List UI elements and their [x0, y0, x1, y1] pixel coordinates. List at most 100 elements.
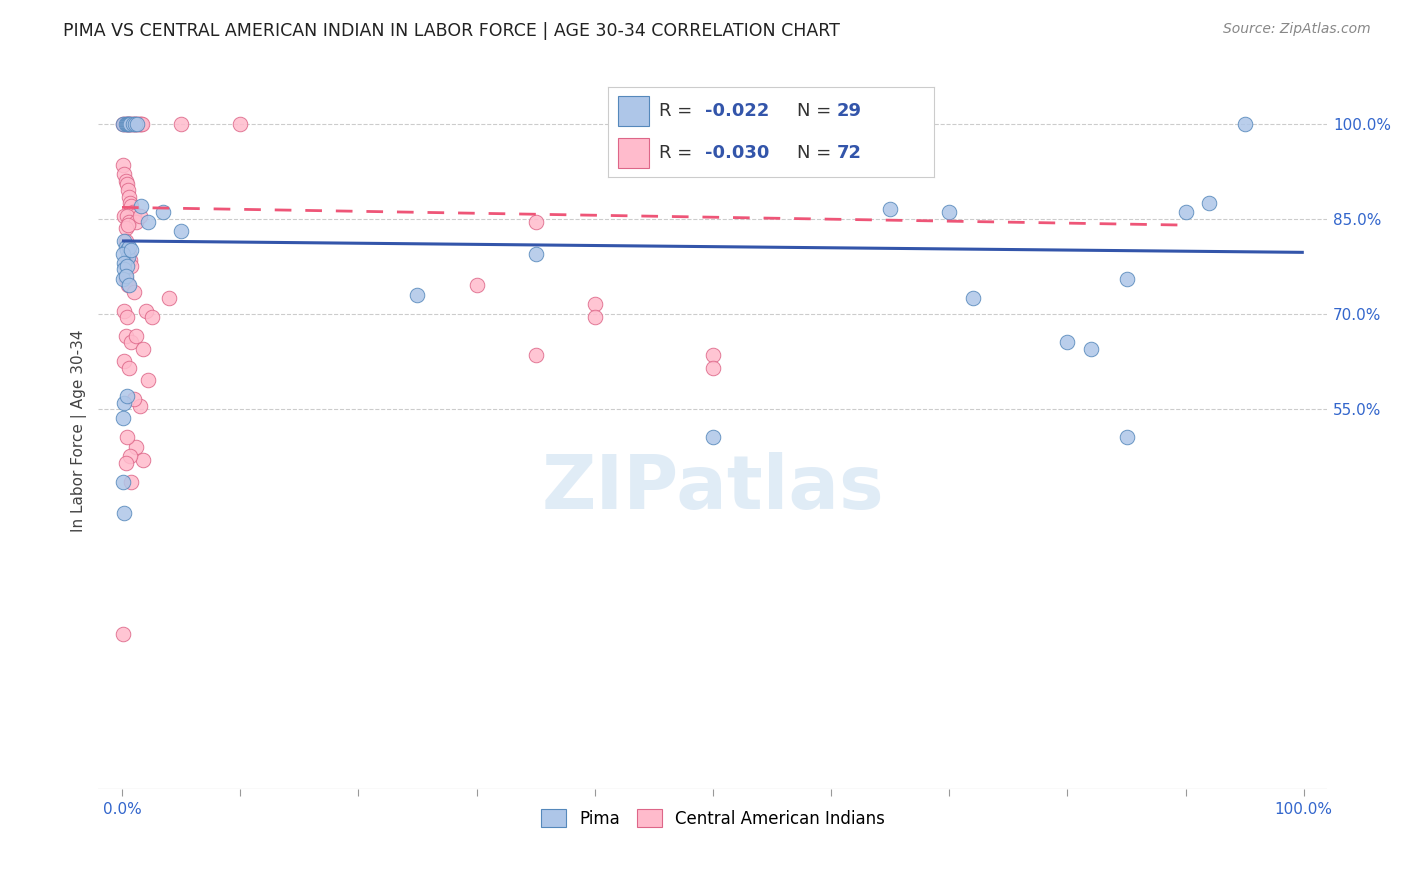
Point	[135, 303, 157, 318]
Point	[120, 199, 142, 213]
Point	[136, 373, 159, 387]
Point	[114, 117, 136, 131]
Point	[114, 272, 136, 286]
Point	[112, 354, 135, 368]
Point	[124, 117, 146, 131]
Point	[170, 117, 193, 131]
Point	[820, 117, 842, 131]
Point	[406, 288, 429, 302]
Point	[127, 117, 149, 131]
Point	[127, 117, 149, 131]
Point	[129, 117, 152, 131]
Point	[112, 262, 135, 277]
Point	[120, 260, 142, 274]
Point	[112, 475, 135, 489]
Point	[1174, 205, 1197, 219]
Point	[112, 627, 135, 641]
Point	[114, 268, 136, 283]
Text: Source: ZipAtlas.com: Source: ZipAtlas.com	[1223, 22, 1371, 37]
Point	[938, 205, 960, 219]
Point	[583, 297, 606, 311]
Point	[114, 174, 136, 188]
Point	[118, 117, 141, 131]
Point	[136, 215, 159, 229]
Point	[1115, 272, 1137, 286]
Point	[120, 195, 142, 210]
Point	[114, 329, 136, 343]
Point	[114, 234, 136, 248]
Point	[1233, 117, 1256, 131]
Point	[1056, 335, 1078, 350]
Point	[117, 117, 139, 131]
Point	[120, 450, 142, 464]
Point	[118, 117, 141, 131]
Point	[122, 209, 145, 223]
Point	[117, 183, 139, 197]
Point	[131, 117, 153, 131]
Point	[117, 250, 139, 264]
Point	[112, 411, 135, 425]
Point	[128, 117, 150, 131]
Point	[115, 260, 138, 274]
Point	[524, 215, 547, 229]
Point	[115, 177, 138, 191]
Point	[118, 215, 141, 229]
Point	[702, 430, 724, 444]
Point	[115, 244, 138, 258]
Point	[132, 342, 155, 356]
Point	[115, 117, 138, 131]
Point	[120, 117, 142, 131]
Point	[141, 310, 163, 324]
Point	[112, 507, 135, 521]
Point	[583, 310, 606, 324]
Point	[1115, 430, 1137, 444]
Point	[122, 285, 145, 299]
Point	[524, 246, 547, 260]
Point	[702, 348, 724, 362]
Point	[112, 272, 135, 286]
Point	[115, 209, 138, 223]
Point	[115, 430, 138, 444]
Text: PIMA VS CENTRAL AMERICAN INDIAN IN LABOR FORCE | AGE 30-34 CORRELATION CHART: PIMA VS CENTRAL AMERICAN INDIAN IN LABOR…	[63, 22, 841, 40]
Point	[117, 218, 139, 232]
Point	[125, 215, 148, 229]
Point	[120, 117, 142, 131]
Point	[120, 117, 142, 131]
Point	[112, 117, 135, 131]
Point	[112, 395, 135, 409]
Point	[128, 117, 150, 131]
Point	[125, 329, 148, 343]
Point	[120, 244, 142, 258]
Point	[112, 234, 135, 248]
Point	[1080, 342, 1102, 356]
Point	[122, 117, 145, 131]
Point	[112, 209, 135, 223]
Point	[114, 240, 136, 254]
Point	[112, 246, 135, 260]
Point	[112, 117, 135, 131]
Point	[114, 456, 136, 470]
Point	[229, 117, 252, 131]
Point	[129, 199, 152, 213]
Point	[121, 117, 143, 131]
Point	[112, 117, 135, 131]
Point	[115, 240, 138, 254]
Point	[118, 246, 141, 260]
Point	[117, 278, 139, 293]
Point	[118, 360, 141, 375]
Point	[115, 117, 138, 131]
Point	[121, 205, 143, 219]
Point	[122, 392, 145, 407]
Point	[118, 240, 141, 254]
Point	[112, 303, 135, 318]
Text: ZIPatlas: ZIPatlas	[541, 452, 884, 524]
Point	[118, 278, 141, 293]
Point	[702, 360, 724, 375]
Point	[117, 117, 139, 131]
Point	[128, 399, 150, 413]
Point	[112, 158, 135, 172]
Point	[132, 452, 155, 467]
Point	[125, 117, 148, 131]
Point	[114, 117, 136, 131]
Point	[115, 310, 138, 324]
